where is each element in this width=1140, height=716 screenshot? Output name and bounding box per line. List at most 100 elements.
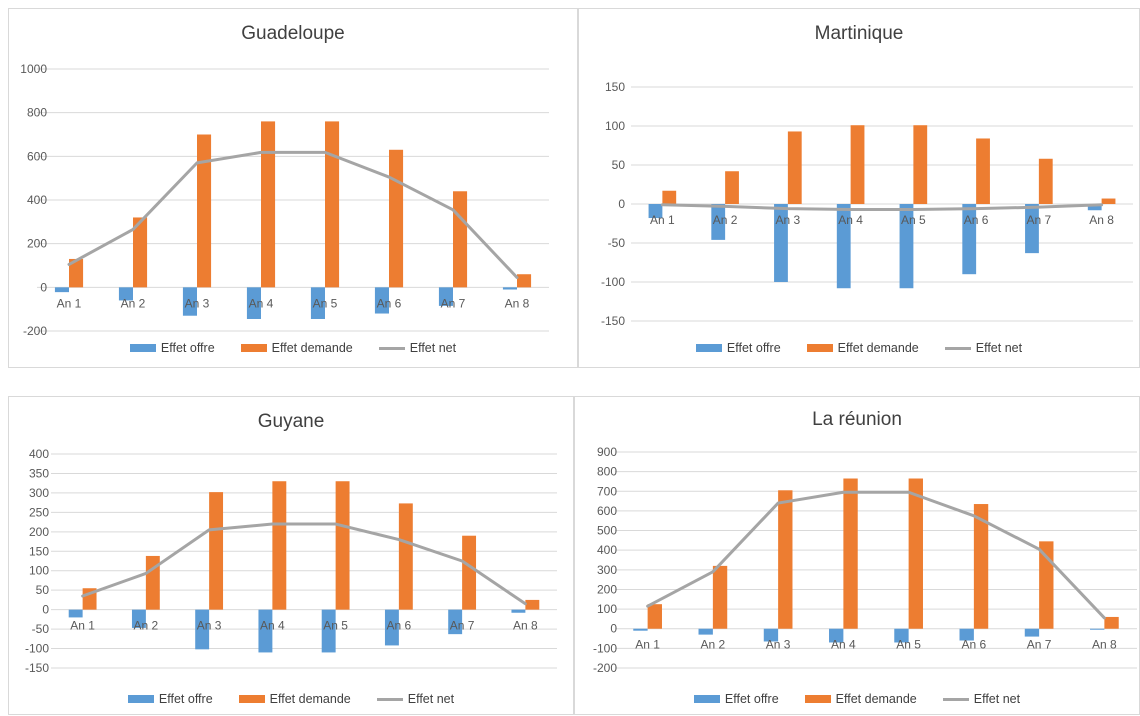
legend-label-net: Effet net xyxy=(409,341,457,355)
bar-supply xyxy=(962,204,977,275)
chart-panel-la-reunion: La réunion -200 -100 0 100 200 300 400 500 600 70… xyxy=(574,396,1140,715)
bar-demand xyxy=(209,492,224,610)
chart-title: La réunion xyxy=(812,409,902,430)
legend-label-demand: Effet demande xyxy=(835,692,917,706)
legend-swatch-supply xyxy=(693,695,720,703)
x-tick-label: An 8 xyxy=(1092,638,1117,652)
x-tick-label: An 8 xyxy=(1089,213,1114,227)
y-tick-label: 50 xyxy=(36,583,50,597)
bar-supply xyxy=(774,204,788,282)
x-tick-label: An 1 xyxy=(70,619,95,633)
bar-demand xyxy=(453,191,468,288)
legend-swatch-supply xyxy=(129,344,156,352)
legend-item-supply: Effet offre xyxy=(695,341,781,355)
bar-demand xyxy=(261,121,276,288)
bar-demand xyxy=(662,190,677,204)
x-tick-label: An 2 xyxy=(121,296,146,310)
bar-supply xyxy=(648,204,663,219)
y-tick-label: 0 xyxy=(610,622,617,636)
chart-panel-guadeloupe: Guadeloupe -200 0 200 400 600 800 1000 An 1 An 2… xyxy=(8,8,578,368)
y-tick-label: 300 xyxy=(29,486,49,500)
x-tick-label: An 4 xyxy=(249,296,274,310)
y-tick-label: 900 xyxy=(597,445,617,459)
legend-label-net: Effet net xyxy=(407,692,455,706)
y-tick-label: 100 xyxy=(29,564,49,578)
x-tick-label: An 6 xyxy=(377,296,402,310)
legend-label-demand: Effet demande xyxy=(269,692,351,706)
bar-demand xyxy=(1101,198,1116,204)
x-tick-label: An 3 xyxy=(776,213,801,227)
bar-supply xyxy=(438,287,453,306)
legend-swatch-demand xyxy=(238,695,265,703)
legend-item-supply: Effet offre xyxy=(129,341,215,355)
x-tick-label: An 1 xyxy=(57,296,82,310)
bar-supply xyxy=(118,287,133,301)
bar-demand xyxy=(133,217,148,288)
y-tick-label: -100 xyxy=(25,642,49,656)
x-tick-label: An 3 xyxy=(197,619,222,633)
bar-demand xyxy=(462,535,477,610)
legend-item-demand: Effet demande xyxy=(240,341,353,355)
bar-demand xyxy=(325,121,340,288)
bar-supply xyxy=(448,609,463,635)
bar-demand xyxy=(913,125,928,204)
bar-demand xyxy=(843,478,858,629)
y-tick-label: 150 xyxy=(29,544,49,558)
y-tick-label: 400 xyxy=(29,447,49,461)
bar-supply xyxy=(836,204,851,289)
bar-demand xyxy=(398,503,413,610)
series-line-net xyxy=(646,490,1106,620)
bar-supply xyxy=(829,628,844,643)
bar-demand xyxy=(1104,616,1119,629)
y-tick-label: -100 xyxy=(601,275,625,289)
bar-demand xyxy=(389,149,404,288)
x-tick-label: An 2 xyxy=(701,638,726,652)
bar-demand xyxy=(197,134,212,288)
y-tick-label: 300 xyxy=(597,563,617,577)
x-tick-label: An 2 xyxy=(134,619,159,633)
x-tick-label: An 6 xyxy=(387,619,412,633)
legend-label-supply: Effet offre xyxy=(724,692,779,706)
y-tick-label: 600 xyxy=(27,149,47,163)
legend-label-supply: Effet offre xyxy=(726,341,781,355)
y-tick-label: 250 xyxy=(29,505,49,519)
bar-supply xyxy=(711,204,726,240)
bar-demand xyxy=(976,138,990,204)
chart-legend: Effet offre Effet demande Effet net xyxy=(9,341,577,355)
bar-demand xyxy=(525,599,540,610)
bar-supply xyxy=(1025,204,1039,254)
bar-supply xyxy=(1087,204,1102,211)
x-tick-label: An 7 xyxy=(1027,638,1052,652)
x-tick-label: An 5 xyxy=(896,638,921,652)
bar-supply xyxy=(959,628,974,641)
y-tick-label: 0 xyxy=(42,603,49,617)
bar-demand xyxy=(647,604,662,629)
chart-title: Guyane xyxy=(257,411,325,432)
y-tick-label: 600 xyxy=(597,504,617,518)
x-tick-label: An 1 xyxy=(635,638,660,652)
bar-demand xyxy=(787,131,802,204)
legend-item-demand: Effet demande xyxy=(806,341,919,355)
chart-plot: -150 -100 -50 0 50 100 150 An 1 An 2 An 3 An 4 An 5… xyxy=(601,80,1133,328)
legend-swatch-demand xyxy=(806,344,833,352)
x-tick-label: An 8 xyxy=(505,296,530,310)
bar-demand xyxy=(908,478,923,629)
y-tick-label: 0 xyxy=(618,197,625,211)
legend-item-demand: Effet demande xyxy=(238,692,351,706)
bar-supply xyxy=(68,609,83,618)
bar-supply xyxy=(698,628,713,635)
y-tick-label: 200 xyxy=(597,582,617,596)
y-tick-label: -50 xyxy=(32,622,50,636)
x-tick-label: An 4 xyxy=(260,619,285,633)
x-tick-label: An 7 xyxy=(450,619,475,633)
bar-supply xyxy=(258,609,273,653)
legend-item-demand: Effet demande xyxy=(804,692,917,706)
legend-label-demand: Effet demande xyxy=(271,341,353,355)
bar-demand xyxy=(335,481,350,610)
chart-plot: -150 -100 -50 0 50 100 150 200 250 300 350 400 An 1 A… xyxy=(25,447,557,675)
y-tick-label: 50 xyxy=(612,158,626,172)
bar-demand xyxy=(973,504,989,629)
y-tick-label: 200 xyxy=(27,237,47,251)
x-tick-label: An 3 xyxy=(185,296,210,310)
legend-label-net: Effet net xyxy=(973,692,1021,706)
